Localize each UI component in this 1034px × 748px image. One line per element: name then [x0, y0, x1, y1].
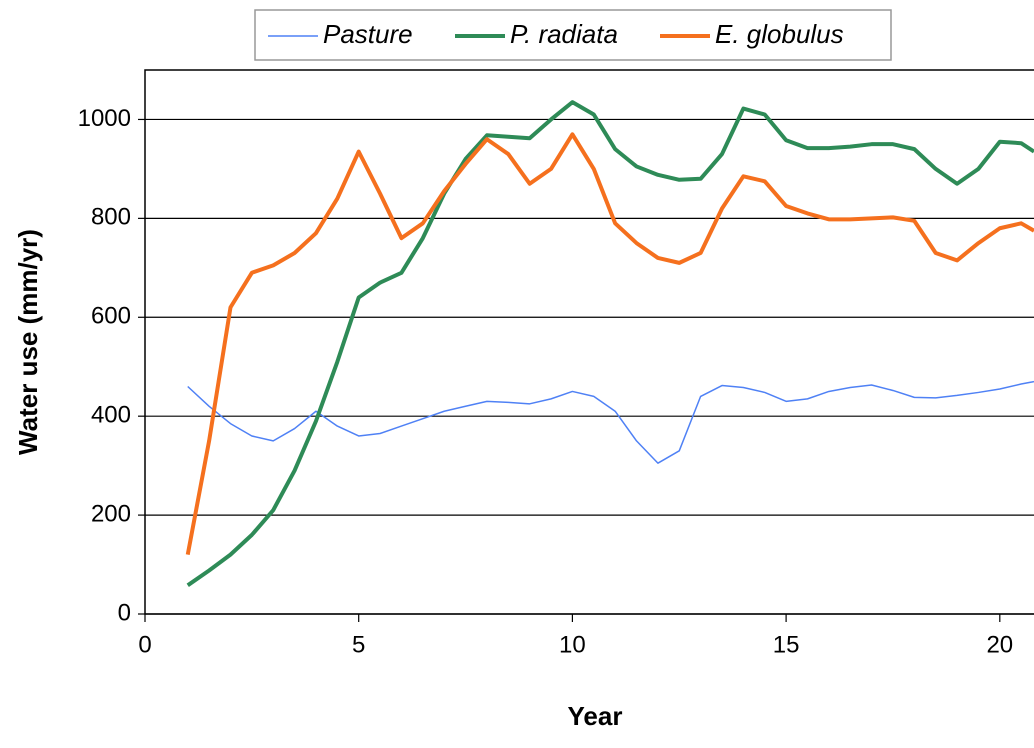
data-line: [185, 132, 1034, 556]
legend-label: E. globulus: [715, 19, 844, 49]
legend-label: Pasture: [323, 19, 413, 49]
x-tick-label: 15: [773, 631, 800, 658]
y-tick-label: 200: [91, 500, 131, 527]
data-line: [186, 100, 1034, 587]
data-line: [187, 380, 1034, 464]
x-tick-label: 0: [138, 631, 151, 658]
plot-area: [185, 100, 1034, 587]
plot-frame: [144, 69, 1034, 615]
y-tick-label: 0: [118, 599, 131, 626]
x-tick-label: 10: [559, 631, 586, 658]
x-tick-label: 20: [986, 631, 1013, 658]
y-tick-label: 400: [91, 402, 131, 429]
legend-box: [254, 9, 892, 61]
y-tick-label: 800: [91, 204, 131, 231]
legend: Pasture P. radiata E. globulus: [254, 9, 892, 61]
legend-label: P. radiata: [510, 19, 618, 49]
y-tick-label: 1000: [78, 105, 131, 132]
x-tick-label: 5: [352, 631, 365, 658]
y-axis-title: Water use (mm/yr): [13, 229, 43, 455]
y-tick-label: 600: [91, 303, 131, 330]
x-axis-title: Year: [568, 701, 623, 731]
